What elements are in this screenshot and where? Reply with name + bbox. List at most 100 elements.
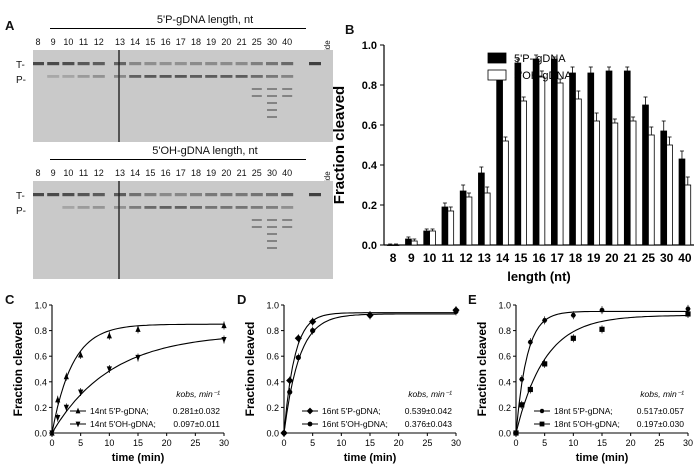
y-tick-label: 0.8 bbox=[362, 80, 377, 92]
y-tick-label: 0.2 bbox=[34, 403, 47, 413]
product-band bbox=[114, 75, 126, 78]
target-band bbox=[281, 62, 294, 66]
legend-swatch bbox=[487, 69, 507, 81]
target-band bbox=[77, 62, 90, 66]
bar-5p bbox=[496, 78, 503, 246]
gel-lane-label: 18 bbox=[190, 168, 201, 178]
target-band bbox=[47, 193, 60, 197]
gel-lane-label: 8 bbox=[35, 37, 41, 47]
product-band bbox=[281, 75, 294, 78]
y-axis-label: Fraction cleaved bbox=[475, 322, 489, 417]
product-band bbox=[266, 206, 278, 209]
x-tick-label: 0 bbox=[281, 438, 286, 448]
bar-5oh bbox=[648, 134, 655, 246]
bar-5oh bbox=[410, 240, 418, 246]
degradation-band bbox=[251, 95, 262, 97]
data-point bbox=[527, 339, 533, 345]
target-band bbox=[235, 193, 248, 197]
bar-5p bbox=[423, 230, 430, 246]
gel-lane-label: 11 bbox=[78, 168, 89, 178]
x-tick-label: 40 bbox=[678, 251, 692, 265]
x-axis-label: time (min) bbox=[576, 452, 629, 464]
gel-lane-label: 19 bbox=[206, 37, 217, 47]
gel-lane-label: 16 bbox=[160, 168, 171, 178]
gel-lane-label: 40 bbox=[282, 37, 293, 47]
gel-lane-label: 16 bbox=[160, 37, 171, 47]
bar-5oh bbox=[465, 196, 473, 246]
x-tick-label: 5 bbox=[310, 438, 315, 448]
target-band bbox=[144, 62, 157, 66]
target-band bbox=[159, 193, 172, 197]
bar-5p bbox=[386, 244, 394, 246]
degradation-band bbox=[282, 226, 293, 228]
product-band bbox=[144, 206, 157, 209]
target-band bbox=[129, 193, 142, 197]
target-band bbox=[205, 193, 218, 197]
y-tick-label: 0.8 bbox=[498, 326, 511, 336]
degradation-band bbox=[282, 88, 293, 90]
product-band bbox=[77, 206, 90, 209]
product-band bbox=[174, 206, 187, 209]
data-point bbox=[367, 312, 373, 318]
bar-5oh bbox=[538, 76, 546, 246]
data-point bbox=[286, 376, 294, 385]
y-tick-label: 0.8 bbox=[266, 326, 279, 336]
gel-lane-label: 30 bbox=[266, 37, 277, 47]
degradation-band bbox=[267, 233, 277, 235]
bar-5p bbox=[587, 72, 595, 246]
panel-letter-c: C bbox=[5, 292, 15, 307]
product-band bbox=[129, 75, 142, 78]
bar-5oh bbox=[593, 120, 600, 246]
data-point bbox=[685, 306, 691, 312]
target-band bbox=[47, 62, 60, 66]
data-point bbox=[519, 376, 525, 382]
gel-title: 5'P-gDNA length, nt bbox=[156, 14, 254, 26]
y-tick-label: 0.4 bbox=[498, 377, 511, 387]
product-band bbox=[174, 75, 187, 78]
gel-title-underline bbox=[50, 159, 306, 160]
target-band bbox=[190, 62, 202, 66]
data-point bbox=[294, 334, 302, 342]
data-point bbox=[542, 361, 548, 367]
target-band bbox=[114, 62, 126, 66]
x-tick-label: 12 bbox=[459, 251, 473, 265]
target-band bbox=[190, 193, 202, 197]
target-band bbox=[281, 193, 294, 197]
gel-lane-label: 10 bbox=[63, 37, 74, 47]
target-band bbox=[266, 193, 278, 197]
target-band bbox=[33, 62, 44, 66]
degradation-band bbox=[267, 226, 277, 228]
y-tick-label: 1.0 bbox=[362, 40, 377, 52]
bar-5oh bbox=[629, 120, 637, 246]
x-axis-label: time (min) bbox=[344, 452, 397, 464]
bar-5p bbox=[532, 58, 540, 246]
bar-5oh bbox=[392, 244, 400, 246]
data-point bbox=[307, 421, 313, 427]
y-tick-label: 0.6 bbox=[498, 352, 511, 362]
kobs-value: 0.197±0.030 bbox=[637, 419, 684, 429]
target-band bbox=[77, 193, 90, 197]
target-band bbox=[235, 62, 248, 66]
panel-letter-e: E bbox=[468, 292, 477, 307]
product-band bbox=[114, 206, 126, 209]
gel-lane-label: 11 bbox=[78, 37, 89, 47]
x-tick-label: 30 bbox=[451, 438, 461, 448]
x-tick-label: 13 bbox=[478, 251, 492, 265]
bar-chart-fraction-cleaved: 0.0 0.2 0.4 0.6 0.8 1.0 Fraction cleaved length… bbox=[331, 40, 694, 284]
target-band-no-guide bbox=[309, 62, 321, 66]
gel-lane-label: 12 bbox=[93, 37, 104, 47]
gel-title: 5'OH-gDNA length, nt bbox=[152, 145, 258, 157]
data-point bbox=[519, 402, 525, 408]
product-band bbox=[235, 75, 248, 78]
y-tick-label: 0.4 bbox=[266, 377, 279, 387]
data-point bbox=[570, 335, 576, 341]
y-axis-label: Fraction cleaved bbox=[11, 322, 25, 417]
data-point bbox=[78, 389, 84, 396]
legend-label: 18nt 5'P-gDNA; bbox=[554, 406, 613, 416]
x-tick-label: 5 bbox=[78, 438, 83, 448]
data-point bbox=[539, 408, 545, 414]
data-point bbox=[106, 366, 112, 373]
gel-lane-label: 25 bbox=[251, 37, 262, 47]
legend-label: 18nt 5'OH-gDNA; bbox=[554, 419, 620, 429]
gel-lane-label: 21 bbox=[236, 37, 247, 47]
